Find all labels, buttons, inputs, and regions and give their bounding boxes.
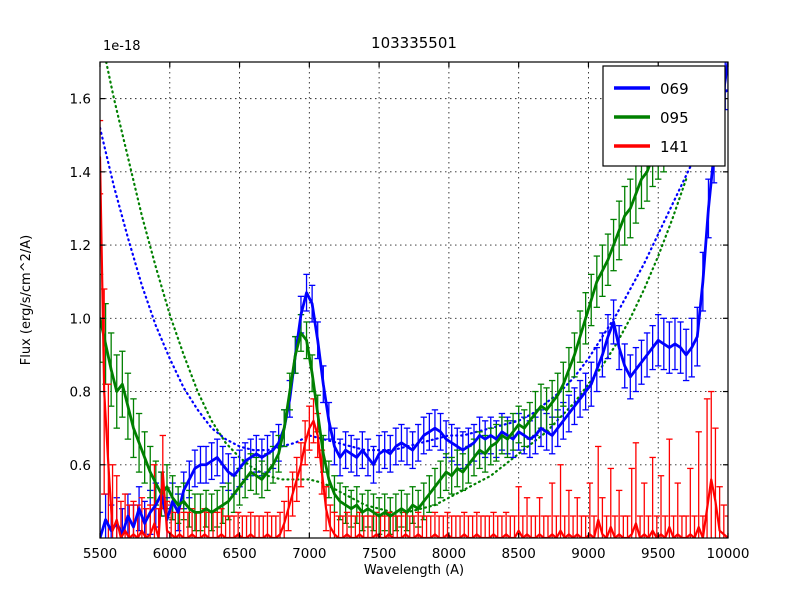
y-tick-label: 1.2 [70, 238, 91, 254]
y-axis-offset-text: 1e-18 [103, 39, 141, 54]
y-tick-label: 0.8 [70, 385, 91, 401]
y-axis-label: Flux (erg/s/cm^2/A) [19, 235, 34, 365]
x-tick-label: 5500 [83, 546, 117, 562]
x-tick-label: 8500 [501, 546, 535, 562]
x-axis-ticks: 5500 6000 6500 7000 7500 8000 8500 9000 9500 1000… [83, 62, 750, 562]
x-tick-label: 9500 [641, 546, 675, 562]
x-tick-label: 9000 [571, 546, 605, 562]
legend-label-141: 141 [660, 138, 689, 156]
y-tick-label: 1.4 [70, 165, 91, 181]
y-tick-label: 1.0 [70, 311, 91, 327]
x-axis-label: Wavelength (A) [364, 563, 464, 578]
x-tick-label: 7500 [362, 546, 396, 562]
data-series-group [100, 62, 728, 538]
x-tick-label: 10000 [707, 546, 750, 562]
x-tick-label: 7000 [292, 546, 326, 562]
legend[interactable]: 069 095 141 [602, 65, 726, 167]
plot-title: 103335501 [371, 34, 457, 52]
y-tick-label: 0.6 [70, 458, 91, 474]
x-tick-label: 8000 [432, 546, 466, 562]
x-tick-label: 6500 [222, 546, 256, 562]
y-tick-label: 1.6 [70, 92, 91, 108]
x-tick-label: 6000 [153, 546, 187, 562]
legend-label-069: 069 [660, 80, 689, 98]
y-axis-ticks: 0.6 0.8 1.0 1.2 1.4 1.6 [70, 92, 728, 474]
legend-label-095: 095 [660, 109, 689, 127]
plot-frame [99, 61, 729, 539]
